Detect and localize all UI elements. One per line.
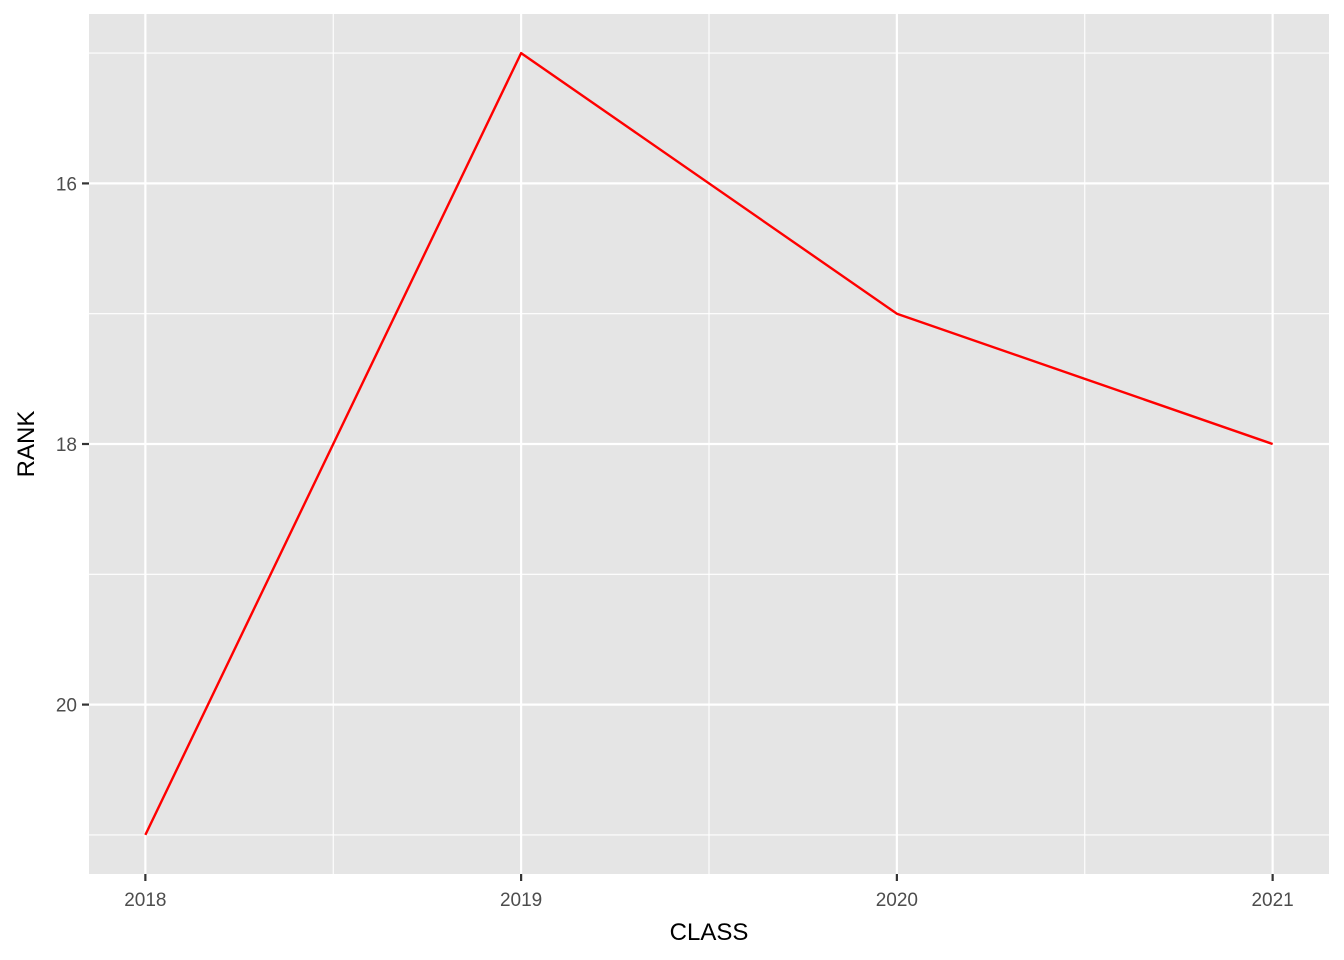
series-line [144, 51, 1274, 836]
x-tick-label: 2021 [1251, 890, 1293, 911]
y-tick-label: 20 [56, 696, 77, 717]
x-tick-label: 2018 [124, 890, 166, 911]
y-tick-label: 16 [56, 174, 77, 195]
x-tick-label: 2019 [500, 890, 542, 911]
y-tick-label: 18 [56, 435, 77, 456]
x-axis: 2018 2019 2020 2021 [124, 874, 1294, 911]
y-axis: 16 18 20 [56, 174, 89, 717]
x-tick-label: 2020 [876, 890, 918, 911]
y-axis-title: RANK [13, 411, 40, 478]
x-axis-title: CLASS [670, 919, 749, 946]
series-layer [144, 51, 1274, 836]
